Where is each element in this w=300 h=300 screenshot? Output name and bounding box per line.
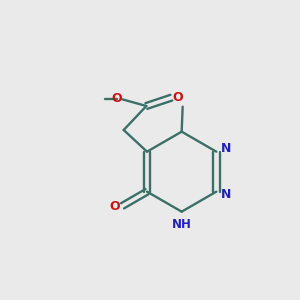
Text: O: O — [111, 92, 122, 105]
Text: N: N — [221, 188, 232, 201]
Text: N: N — [221, 142, 232, 155]
Text: NH: NH — [172, 218, 192, 231]
Text: O: O — [110, 200, 121, 213]
Text: O: O — [172, 91, 183, 103]
